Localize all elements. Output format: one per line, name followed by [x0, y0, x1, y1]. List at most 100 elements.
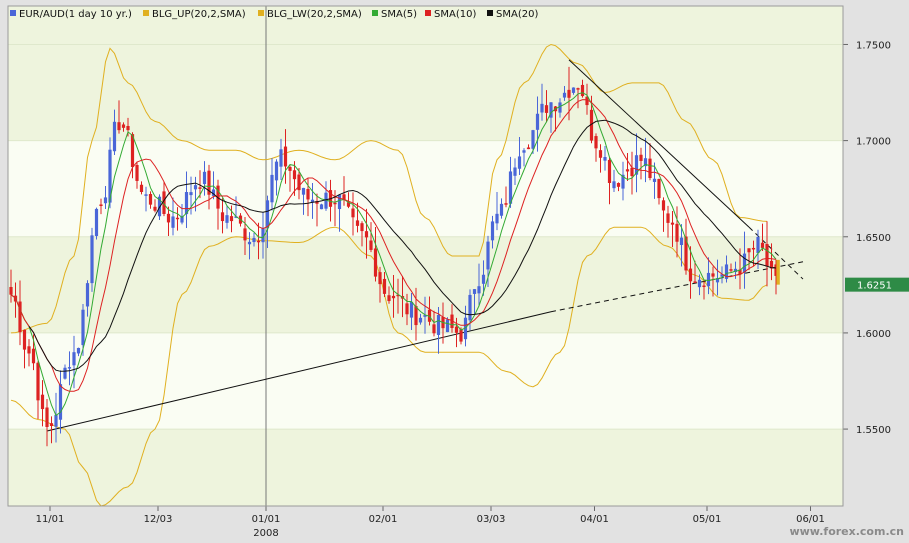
candle-body	[342, 194, 346, 200]
candle	[198, 170, 202, 199]
candle-body	[67, 367, 72, 369]
candle-body	[652, 178, 657, 182]
y-tick-label: 1.5500	[856, 425, 891, 436]
candle	[508, 156, 513, 208]
candle	[517, 137, 522, 176]
candle	[216, 179, 220, 230]
candle-body	[220, 212, 225, 222]
candle-body	[639, 154, 643, 161]
candle-body	[40, 394, 45, 410]
candle	[27, 339, 31, 367]
candle-body	[121, 124, 126, 128]
candle	[270, 158, 274, 211]
candle	[144, 186, 148, 212]
candle-body	[774, 264, 778, 276]
candle-body	[405, 303, 409, 315]
y-tick-label: 1.7500	[856, 40, 891, 51]
candle	[373, 226, 378, 282]
candle	[256, 222, 261, 260]
candle	[207, 164, 211, 210]
candle-body	[31, 348, 36, 364]
candle-body	[234, 216, 238, 218]
candle-body	[490, 221, 495, 241]
last-price-box	[845, 277, 909, 292]
candle-body	[229, 216, 234, 222]
last-candle-marker	[776, 259, 780, 285]
candle-body	[162, 191, 166, 214]
candle-body	[616, 183, 621, 187]
candle-body	[760, 242, 765, 248]
candle-body	[675, 223, 679, 242]
candle	[639, 147, 643, 180]
candle-body	[702, 285, 706, 288]
candle	[112, 109, 117, 156]
candle-body	[274, 161, 279, 181]
candle-body	[346, 202, 351, 207]
candle-body	[144, 194, 148, 196]
legend-item: BLG_LW(20,2,SMA)	[258, 9, 362, 20]
candle-body	[558, 102, 562, 113]
candle	[450, 304, 454, 333]
x-tick-label: 12/03	[144, 514, 173, 525]
candle-body	[499, 203, 504, 216]
candle-body	[549, 102, 553, 118]
candle	[99, 198, 103, 215]
legend: EUR/AUD(1 day 10 yr.) BLG_UP(20,2,SMA) BLG…	[10, 9, 538, 20]
candle	[22, 329, 27, 369]
candle-body	[337, 194, 342, 210]
candle	[378, 266, 382, 303]
candle	[211, 171, 216, 200]
candle-body	[306, 189, 310, 200]
candle	[490, 215, 495, 249]
candle-body	[459, 329, 463, 342]
candle-body	[243, 228, 247, 241]
grid-band	[8, 429, 843, 506]
candle-body	[418, 317, 423, 323]
candle	[765, 221, 769, 287]
candle-body	[445, 319, 450, 333]
candle	[310, 182, 315, 219]
candle	[571, 87, 576, 95]
candle	[364, 208, 369, 259]
candle	[598, 144, 603, 173]
candle-body	[288, 166, 292, 171]
candle-body	[297, 174, 301, 191]
candle-body	[54, 414, 58, 427]
candle-body	[283, 146, 288, 167]
watermark: www.forex.com.cn	[789, 525, 904, 538]
legend-swatch	[487, 10, 493, 16]
candle-body	[657, 178, 661, 199]
x-axis: 11/01 12/03 01/01 02/01 03/03 04/01 05/01 06/01…	[36, 506, 825, 539]
candle	[409, 293, 414, 330]
legend-swatch	[258, 10, 264, 16]
candle-body	[130, 134, 135, 168]
candle	[751, 240, 756, 267]
candle-body	[468, 294, 472, 321]
candle-body	[319, 204, 324, 210]
candle-body	[382, 278, 387, 294]
candle	[679, 224, 684, 267]
candle-body	[45, 407, 49, 428]
candle	[477, 263, 481, 307]
candle-body	[544, 105, 549, 113]
candle	[342, 176, 346, 206]
candle-body	[135, 164, 139, 181]
candle-body	[396, 294, 400, 297]
candle	[391, 274, 396, 318]
candle-body	[189, 192, 193, 196]
candle	[454, 317, 459, 348]
candle-body	[481, 274, 486, 284]
candle-body	[369, 240, 373, 250]
candle-body	[166, 213, 171, 223]
candle-body	[571, 87, 576, 93]
bollinger-lower-line	[10, 226, 768, 507]
candle	[774, 259, 778, 295]
candle	[355, 202, 360, 233]
candle-body	[589, 109, 594, 141]
candle-body	[517, 156, 522, 169]
candle	[121, 122, 126, 132]
candle	[382, 271, 387, 297]
candle-body	[58, 384, 63, 420]
candle	[202, 161, 207, 196]
candle-body	[360, 223, 364, 232]
